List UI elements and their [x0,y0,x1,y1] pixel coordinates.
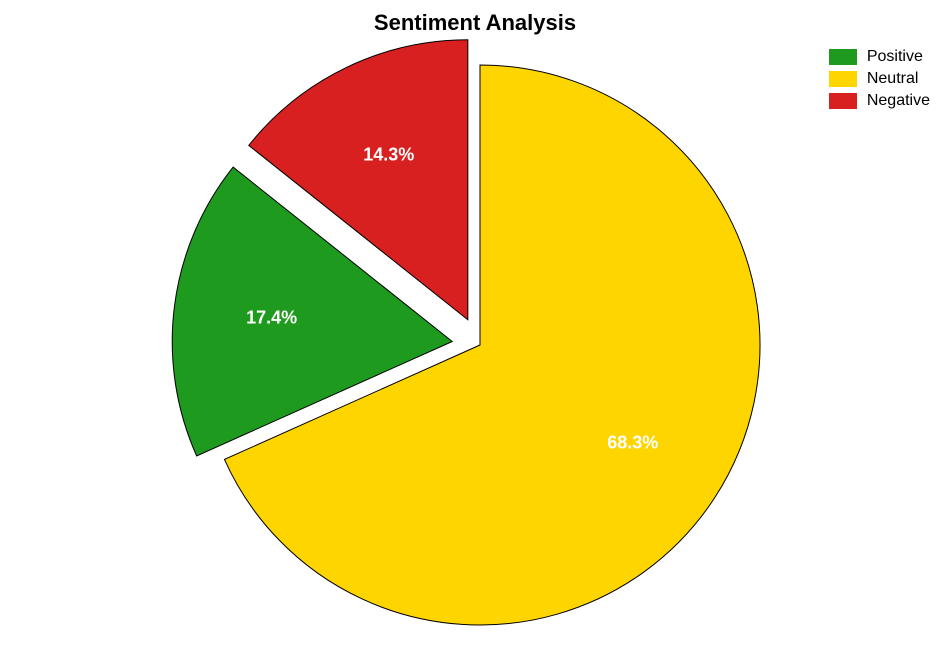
slice-label-negative: 14.3% [363,145,414,165]
slice-label-positive: 17.4% [246,307,297,327]
legend-label: Positive [867,48,923,66]
legend-swatch [829,71,857,87]
legend: Positive Neutral Negative [829,48,930,114]
pie-chart-svg: 68.3% 17.4% 14.3% [0,0,950,662]
legend-swatch [829,49,857,65]
legend-swatch [829,93,857,109]
legend-item-positive: Positive [829,48,930,66]
legend-label: Negative [867,92,930,110]
legend-label: Neutral [867,70,919,88]
legend-item-neutral: Neutral [829,70,930,88]
chart-container: Sentiment Analysis 68.3%17.4%14.3% Posit… [0,0,950,662]
legend-item-negative: Negative [829,92,930,110]
slice-label-neutral: 68.3% [607,433,658,453]
